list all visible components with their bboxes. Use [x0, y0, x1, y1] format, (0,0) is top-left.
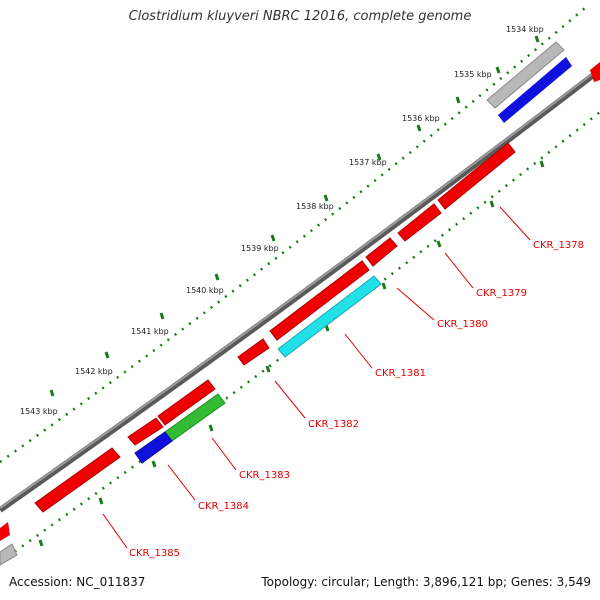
accession-text: Accession: NC_011837 — [9, 575, 146, 589]
scale-label: 1542 kbp — [75, 367, 113, 376]
gene-gray-bottom — [0, 543, 18, 566]
scale-label: 1534 kbp — [506, 25, 544, 34]
gene-gray-top — [486, 41, 565, 109]
gene-label: CKR_1379 — [476, 288, 527, 299]
gene-label: CKR_1384 — [198, 501, 249, 512]
scale-label: 1535 kbp — [454, 70, 492, 79]
genome-summary-text: Topology: circular; Length: 3,896,121 bp… — [261, 575, 591, 589]
gene-red-left-edge — [0, 522, 10, 541]
gene-label: CKR_1385 — [129, 548, 180, 559]
scale-label: 1541 kbp — [131, 327, 169, 336]
gene-CKR_1378 — [437, 142, 516, 210]
outer-tick-ring — [0, 7, 586, 464]
gene-red-small — [237, 338, 270, 366]
scale-label: 1537 kbp — [349, 158, 387, 167]
gene-red-1385 — [34, 447, 121, 513]
gene-red-long — [269, 260, 370, 341]
gene-blue-top — [498, 57, 572, 123]
outer-major-ticks — [49, 35, 540, 397]
gene-label: CKR_1381 — [375, 368, 426, 379]
gene-cyan — [277, 275, 382, 358]
gene-red-1380 — [365, 237, 398, 267]
gene-label: CKR_1378 — [533, 240, 584, 251]
scale-label: 1539 kbp — [241, 244, 279, 253]
gene-label: CKR_1382 — [308, 419, 359, 430]
scale-label: 1536 kbp — [402, 114, 440, 123]
label-leaders — [102, 206, 531, 549]
gene-blue — [134, 431, 173, 464]
gene-label: CKR_1380 — [437, 319, 488, 330]
scale-label: 1538 kbp — [296, 202, 334, 211]
scale-label: 1540 kbp — [186, 286, 224, 295]
gene-red-1379 — [397, 203, 442, 242]
scale-label: 1543 kbp — [20, 407, 58, 416]
genome-backbone — [0, 67, 600, 513]
gene-red-right-edge — [590, 62, 600, 82]
gene-red-1384a — [127, 417, 164, 446]
gene-features — [0, 41, 600, 566]
gene-red-1383a — [157, 379, 216, 426]
page-title: Clostridium kluyveri NBRC 12016, complet… — [128, 9, 472, 24]
gene-label: CKR_1383 — [239, 470, 290, 481]
inner-major-ticks — [38, 160, 545, 547]
genome-backbone-highlight — [0, 67, 600, 509]
